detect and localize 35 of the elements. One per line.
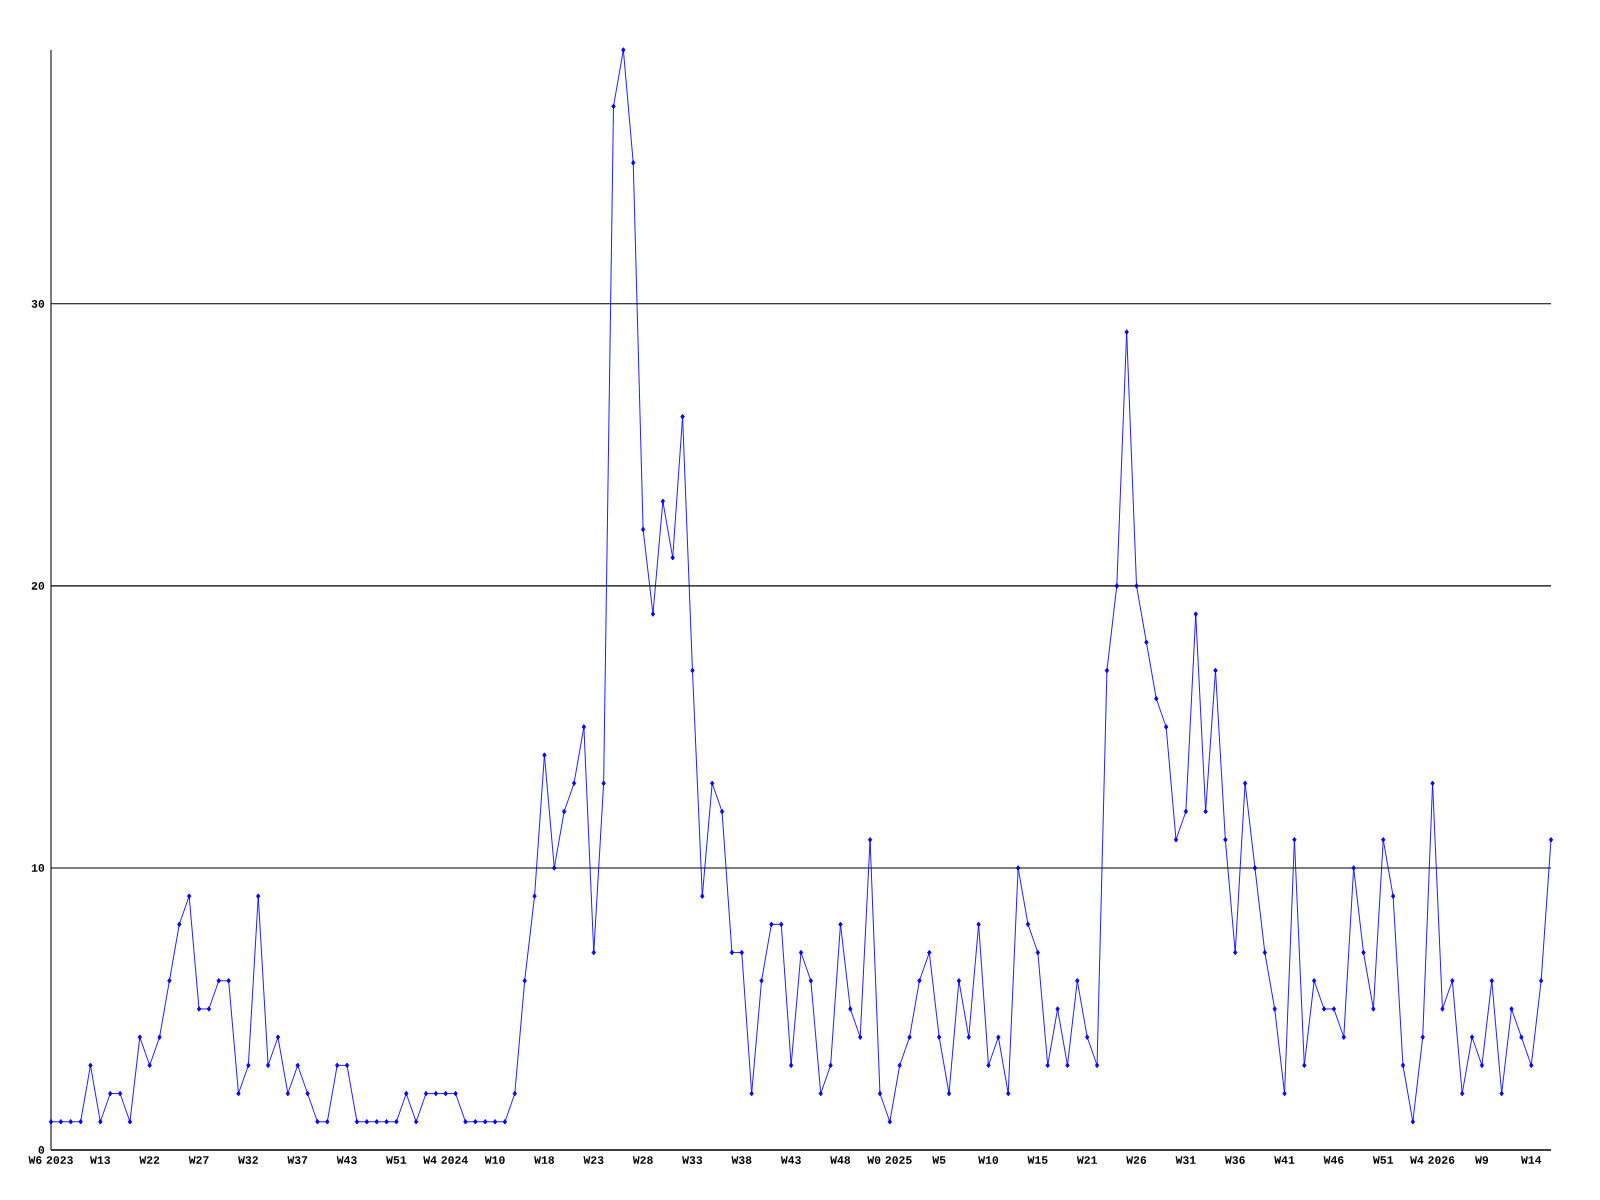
x-tick-label: W28 [632, 1156, 653, 1164]
x-tick-label: W41 [1274, 1156, 1295, 1164]
x-tick-label: W48 [830, 1156, 851, 1164]
x-tick-label: W51 [386, 1156, 407, 1164]
x-tick-label: W0 2025 [867, 1156, 912, 1164]
x-tick-label: W13 [90, 1156, 111, 1164]
y-tick-label: 0 [38, 1146, 45, 1154]
x-tick-label: W21 [1076, 1156, 1097, 1164]
y-tick-label: 10 [31, 864, 45, 872]
x-tick-label: W5 [932, 1156, 946, 1164]
x-tick-label: W51 [1372, 1156, 1394, 1164]
x-tick-label: W18 [534, 1156, 555, 1164]
x-tick-label: W32 [238, 1156, 258, 1164]
x-tick-label: W46 [1323, 1156, 1344, 1164]
x-tick-label: W37 [287, 1156, 308, 1164]
x-tick-label: W43 [780, 1156, 801, 1164]
x-tick-label: W22 [139, 1156, 160, 1164]
x-tick-label: W38 [731, 1156, 752, 1164]
x-tick-label: W33 [682, 1156, 703, 1164]
x-tick-label: W15 [1027, 1156, 1048, 1164]
x-tick-label: W27 [188, 1156, 209, 1164]
x-tick-label: W31 [1175, 1156, 1196, 1164]
x-tick-label: W10 [484, 1156, 505, 1164]
x-tick-label: W6 2023 [28, 1156, 73, 1164]
x-tick-label: W4 2024 [423, 1156, 468, 1164]
x-tick-label: W43 [336, 1156, 357, 1164]
x-tick-label: W14 [1520, 1156, 1542, 1164]
x-tick-label: W26 [1126, 1156, 1147, 1164]
x-tick-label: W23 [583, 1156, 604, 1164]
y-tick-label: 30 [31, 299, 45, 308]
y-tick-label: 20 [31, 582, 45, 590]
x-tick-label: W36 [1224, 1156, 1245, 1164]
x-tick-label: W9 [1475, 1156, 1489, 1164]
x-tick-label: W4 2026 [1410, 1156, 1455, 1164]
x-tick-label: W10 [978, 1156, 999, 1164]
